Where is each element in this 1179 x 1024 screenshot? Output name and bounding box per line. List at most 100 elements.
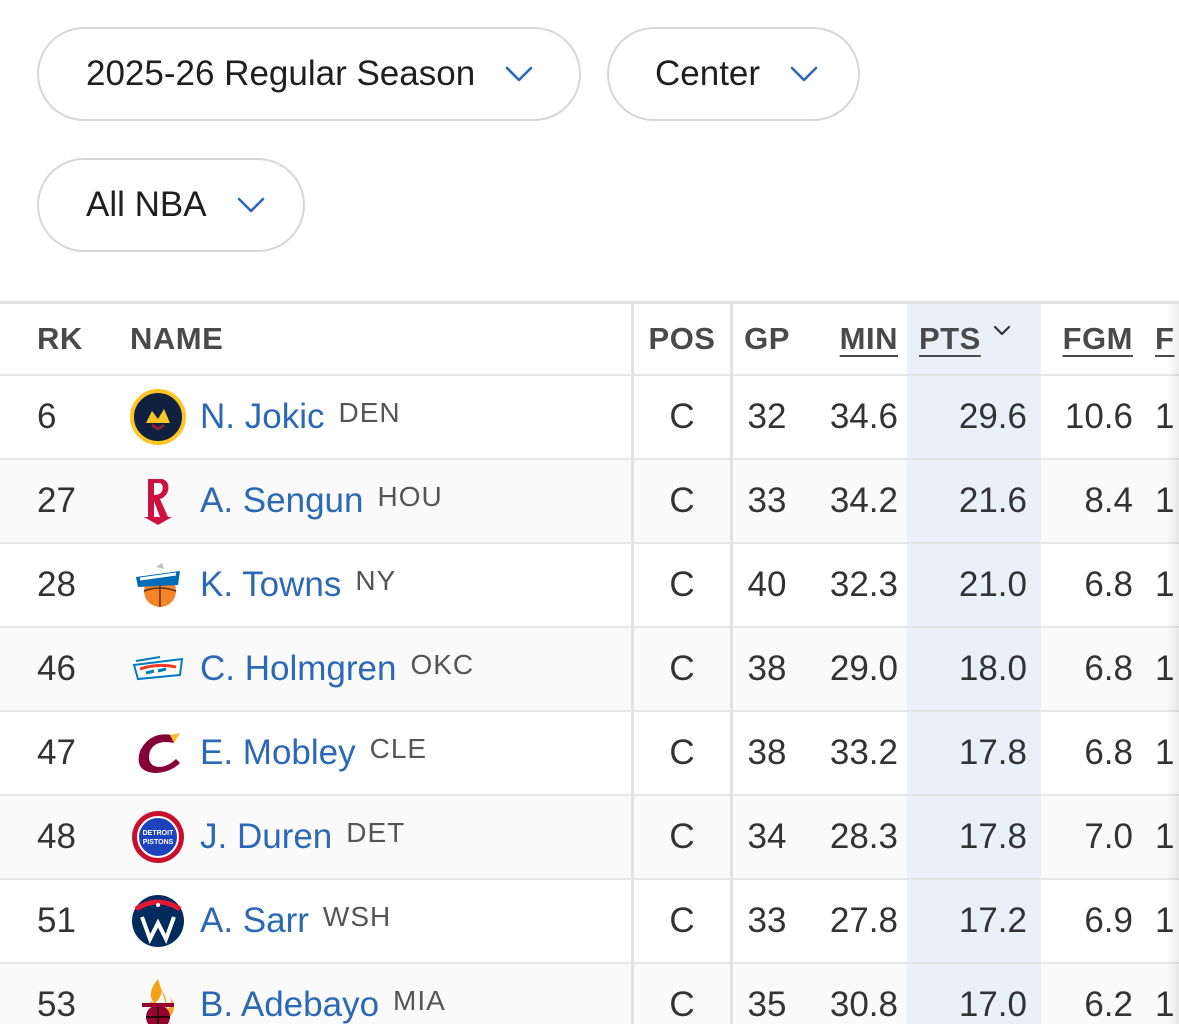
next-column-cell: 1	[1155, 565, 1175, 604]
pos-cell: C	[669, 901, 695, 940]
chevron-down-icon	[505, 66, 533, 82]
pts-cell: 17.8	[907, 712, 1041, 794]
next-column-cell: 1	[1155, 733, 1175, 772]
header-gp: GP	[744, 321, 790, 356]
header-pts[interactable]: PTS	[907, 304, 1041, 374]
rank-cell: 47	[37, 733, 76, 772]
fgm-cell: 8.4	[1084, 481, 1133, 520]
wizards-logo-icon[interactable]	[130, 893, 186, 949]
name-cell: E. Mobley CLE	[130, 712, 427, 794]
pos-cell: C	[669, 649, 695, 688]
column-divider	[631, 304, 634, 1024]
column-divider	[730, 304, 733, 1024]
gp-cell: 33	[747, 481, 787, 520]
header-fgm[interactable]: FGM	[1041, 304, 1133, 374]
table-row: 27 A. Sengun HOU C 33 34.2 21.6 8.4 1	[0, 460, 1179, 544]
next-column-cell: 1	[1155, 985, 1175, 1024]
nuggets-logo-icon[interactable]	[130, 389, 186, 445]
header-name: NAME	[130, 321, 224, 356]
svg-text:DETROIT: DETROIT	[143, 830, 174, 837]
next-column-cell: 1	[1155, 481, 1175, 520]
table-row: 28 K. Towns NY C 40 32.3 21.0 6.8 1	[0, 544, 1179, 628]
team-abbr: NY	[355, 565, 397, 596]
next-column-cell: 1	[1155, 649, 1175, 688]
header-min[interactable]: MIN	[806, 304, 898, 374]
player-link[interactable]: C. Holmgren	[200, 649, 397, 688]
position-dropdown[interactable]: Center	[607, 27, 860, 121]
team-abbr: CLE	[369, 733, 428, 764]
pts-cell: 29.6	[907, 376, 1041, 458]
name-cell: C. Holmgren OKC	[130, 628, 474, 710]
table-row: 47 E. Mobley CLE C 38 33.2 17.8 6.8 1	[0, 712, 1179, 796]
pts-cell: 17.0	[907, 964, 1041, 1024]
fgm-cell: 6.8	[1084, 565, 1133, 604]
season-dropdown[interactable]: 2025-26 Regular Season	[37, 27, 581, 121]
header-fgm-label[interactable]: FGM	[1062, 321, 1133, 356]
heat-logo-icon[interactable]	[130, 977, 186, 1024]
team-abbr: WSH	[322, 901, 392, 932]
header-min-label[interactable]: MIN	[839, 321, 898, 356]
rank-cell: 53	[37, 985, 76, 1024]
player-link[interactable]: A. Sengun	[200, 481, 364, 520]
min-cell: 34.2	[829, 481, 898, 520]
rockets-logo-icon[interactable]	[130, 473, 186, 529]
next-column-cell: 1	[1155, 397, 1175, 436]
header-rk: RK	[37, 321, 83, 356]
player-link[interactable]: A. Sarr	[200, 901, 309, 940]
position-dropdown-label: Center	[655, 54, 761, 93]
min-cell: 28.3	[829, 817, 898, 856]
rank-cell: 27	[37, 481, 76, 520]
league-dropdown-label: All NBA	[86, 185, 207, 224]
pts-cell: 18.0	[907, 628, 1041, 710]
min-cell: 33.2	[829, 733, 898, 772]
min-cell: 34.6	[829, 397, 898, 436]
team-abbr: DET	[346, 817, 406, 848]
min-cell: 29.0	[829, 649, 898, 688]
table-row: 53 B. Adebayo MIA C 35 30.8 17.0 6.2 1	[0, 964, 1179, 1024]
gp-cell: 40	[747, 565, 787, 604]
next-column-cell: 1	[1155, 817, 1175, 856]
player-link[interactable]: E. Mobley	[200, 733, 356, 772]
season-dropdown-label: 2025-26 Regular Season	[86, 54, 476, 93]
gp-cell: 38	[747, 733, 787, 772]
player-link[interactable]: B. Adebayo	[200, 985, 380, 1024]
knicks-logo-icon[interactable]	[130, 557, 186, 613]
table-row: 48 DETROIT PISTONS J. Duren DET C 34 28.3 17.8 7.…	[0, 796, 1179, 880]
pos-cell: C	[669, 565, 695, 604]
gp-cell: 34	[747, 817, 787, 856]
stats-table: RK NAME POS GP MIN PTS FGM F 6 N. Jokic DE…	[0, 301, 1179, 1024]
player-link[interactable]: N. Jokic	[200, 397, 325, 436]
pts-cell: 17.8	[907, 796, 1041, 878]
player-link[interactable]: J. Duren	[200, 817, 333, 856]
min-cell: 27.8	[829, 901, 898, 940]
gp-cell: 33	[747, 901, 787, 940]
rank-cell: 46	[37, 649, 76, 688]
header-next-column[interactable]: F	[1155, 321, 1175, 356]
pistons-logo-icon[interactable]: DETROIT PISTONS	[130, 809, 186, 865]
sort-descending-icon	[993, 325, 1010, 336]
league-dropdown[interactable]: All NBA	[37, 158, 305, 252]
svg-text:PISTONS: PISTONS	[143, 839, 174, 846]
name-cell: DETROIT PISTONS J. Duren DET	[130, 796, 405, 878]
table-row: 6 N. Jokic DEN C 32 34.6 29.6 10.6 1	[0, 376, 1179, 460]
name-cell: B. Adebayo MIA	[130, 964, 446, 1024]
min-cell: 30.8	[829, 985, 898, 1024]
fgm-cell: 7.0	[1084, 817, 1133, 856]
cavaliers-logo-icon[interactable]	[130, 725, 186, 781]
pos-cell: C	[669, 985, 695, 1024]
gp-cell: 35	[747, 985, 787, 1024]
header-pts-label[interactable]: PTS	[919, 321, 981, 356]
scroll-fade	[1167, 304, 1179, 1024]
pts-cell: 21.0	[907, 544, 1041, 626]
header-pos: POS	[648, 321, 716, 356]
team-abbr: HOU	[377, 481, 443, 512]
rank-cell: 6	[37, 397, 57, 436]
player-link[interactable]: K. Towns	[200, 565, 342, 604]
pos-cell: C	[669, 817, 695, 856]
thunder-logo-icon[interactable]	[130, 641, 186, 697]
name-cell: A. Sengun HOU	[130, 460, 443, 542]
chevron-down-icon	[790, 66, 818, 82]
table-row: 51 A. Sarr WSH C 33 27.8 17.2 6.9 1	[0, 880, 1179, 964]
fgm-cell: 6.8	[1084, 733, 1133, 772]
